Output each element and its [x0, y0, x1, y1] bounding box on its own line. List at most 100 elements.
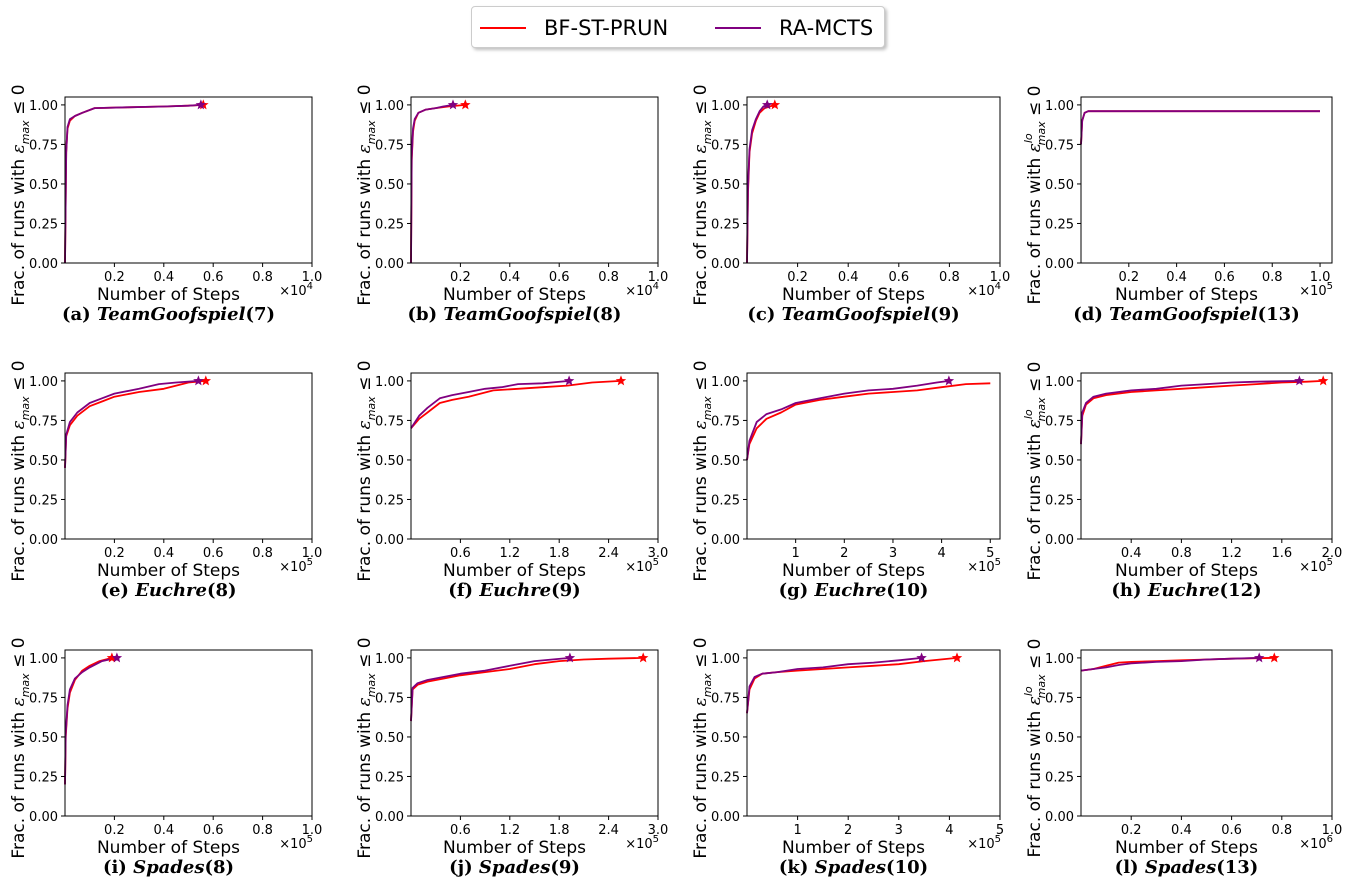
y-tick-label: 1.00	[711, 652, 740, 667]
x-tick-label: 1.6	[1271, 546, 1292, 561]
series-line-bf-st-prun	[410, 380, 622, 429]
subplot-a: 0.00 0.25 0.50 0.75 1.00 0.2 0.4 0.6 0.8 1.0 Numbe…	[9, 84, 322, 325]
x-tick-label: 4	[945, 823, 953, 838]
x-tick-label: 2.0	[1322, 546, 1343, 561]
y-tick-label: 0.75	[1045, 691, 1074, 706]
legend-swatch-bf-st-prun	[480, 27, 526, 29]
x-tick-label: 0.6	[1214, 270, 1235, 285]
series-line-ra-mcts	[746, 657, 922, 714]
y-tick-label: 0.00	[375, 810, 404, 825]
y-tick-label: 1.00	[29, 652, 58, 667]
y-tick-label: 0.50	[375, 178, 404, 193]
subplot-e: 0.00 0.25 0.50 0.75 1.00 0.2 0.4 0.6 0.8 1.0 Numbe…	[9, 360, 322, 601]
x-tick-label: 1.8	[549, 546, 570, 561]
x-axis-multiplier: ×105	[1299, 281, 1333, 299]
x-tick-label: 0.6	[203, 546, 224, 561]
legend: BF-ST-PRUN RA-MCTS	[471, 6, 885, 48]
y-tick-label: 1.00	[375, 375, 404, 390]
legend-item-bf-st-prun: BF-ST-PRUN	[480, 15, 668, 41]
x-axis-multiplier: ×105	[1299, 557, 1333, 575]
end-star-marker-bf-st-prun	[615, 375, 627, 386]
x-axis-multiplier: ×105	[625, 557, 659, 575]
y-tick-label: 0.50	[711, 454, 740, 469]
series-line-ra-mcts	[1080, 110, 1320, 145]
x-axis-multiplier: ×105	[279, 834, 313, 852]
y-tick-label: 0.50	[711, 178, 740, 193]
y-tick-label: 0.50	[1045, 731, 1074, 746]
y-tick-label: 0.00	[711, 810, 740, 825]
end-star-marker-bf-st-prun	[200, 375, 211, 386]
y-tick-label: 0.25	[711, 217, 740, 232]
y-tick-label: 1.00	[375, 99, 404, 114]
y-axis-label: Frac. of runs with εmax ≤ 0	[9, 637, 32, 858]
x-tick-label: 0.2	[1118, 270, 1139, 285]
x-tick-label: 1.2	[499, 823, 520, 838]
y-tick-label: 1.00	[375, 652, 404, 667]
y-axis-label: Frac. of runs with εmax ≤ 0	[691, 84, 714, 305]
end-star-marker-bf-st-prun	[1318, 375, 1329, 386]
end-star-marker-ra-mcts	[943, 375, 955, 386]
legend-swatch-ra-mcts	[715, 27, 761, 29]
y-tick-label: 0.75	[711, 414, 740, 429]
y-tick-label: 0.75	[375, 691, 404, 706]
series-line-bf-st-prun	[746, 104, 776, 264]
x-axis-label: Number of Steps	[782, 285, 925, 305]
y-axis-label: Frac. of runs with εlomax ≤ 0	[1022, 362, 1048, 581]
end-star-marker-bf-st-prun	[1269, 652, 1280, 663]
series-line-bf-st-prun	[64, 104, 204, 264]
y-tick-label: 0.25	[375, 493, 404, 508]
series-line-bf-st-prun	[1080, 380, 1324, 445]
x-tick-label: 0.6	[203, 270, 224, 285]
x-tick-label: 0.4	[153, 823, 174, 838]
end-star-marker-ra-mcts	[563, 375, 575, 386]
y-tick-label: 0.00	[711, 257, 740, 272]
y-tick-label: 0.25	[711, 770, 740, 785]
axes-frame	[64, 372, 313, 540]
series-line-bf-st-prun	[410, 104, 466, 264]
y-tick-label: 0.25	[711, 493, 740, 508]
x-axis-label: Number of Steps	[443, 285, 586, 305]
x-axis-multiplier: ×105	[279, 557, 313, 575]
axes-frame	[1080, 649, 1333, 817]
series-line-ra-mcts	[1080, 380, 1300, 445]
subplot-g: 0.00 0.25 0.50 0.75 1.00 1 2 3 4 5 Number of Steps…	[691, 360, 1001, 601]
series-line-ra-mcts	[1080, 657, 1260, 672]
x-tick-label: 2	[844, 823, 852, 838]
y-tick-label: 0.50	[375, 731, 404, 746]
subplot-caption: (c) TeamGoofspiel(9)	[747, 304, 959, 325]
y-tick-label: 0.00	[375, 257, 404, 272]
subplot-caption: (j) Spades(9)	[449, 857, 580, 878]
y-tick-label: 0.25	[29, 217, 58, 232]
x-tick-label: 0.2	[104, 823, 125, 838]
y-tick-label: 0.00	[1045, 257, 1074, 272]
x-tick-label: 2.4	[598, 823, 619, 838]
y-tick-label: 1.00	[29, 99, 58, 114]
y-tick-label: 0.25	[1045, 770, 1074, 785]
subplot-caption: (g) Euchre(10)	[779, 580, 929, 601]
y-tick-label: 0.50	[1045, 178, 1074, 193]
x-axis-label: Number of Steps	[782, 561, 925, 581]
legend-label-ra-mcts: RA-MCTS	[779, 16, 874, 40]
subplot-b: 0.00 0.25 0.50 0.75 1.00 0.2 0.4 0.6 0.8 1.0 Numbe…	[355, 84, 668, 325]
axes-frame	[64, 96, 313, 264]
subplot-caption: (a) TeamGoofspiel(7)	[62, 304, 275, 325]
x-tick-label: 0.8	[1171, 546, 1192, 561]
end-star-marker-ra-mcts	[916, 652, 927, 663]
x-tick-label: 0.8	[252, 270, 273, 285]
y-tick-label: 0.00	[711, 533, 740, 548]
y-tick-label: 0.25	[29, 770, 58, 785]
y-tick-label: 0.50	[29, 178, 58, 193]
x-tick-label: 1.0	[302, 270, 323, 285]
series-line-ra-mcts	[746, 104, 768, 264]
x-tick-label: 1.0	[302, 546, 323, 561]
end-star-marker-bf-st-prun	[769, 99, 781, 110]
x-tick-label: 0.8	[598, 270, 619, 285]
x-tick-label: 0.2	[104, 546, 125, 561]
series-line-ra-mcts	[410, 380, 570, 429]
x-tick-label: 0.8	[1271, 823, 1292, 838]
series-line-bf-st-prun	[746, 382, 991, 461]
subplot-f: 0.00 0.25 0.50 0.75 1.00 0.6 1.2 1.8 2.4 3.0 Numbe…	[355, 360, 668, 601]
x-axis-multiplier: ×104	[967, 281, 1001, 299]
y-axis-label: Frac. of runs with εmax ≤ 0	[9, 84, 32, 305]
